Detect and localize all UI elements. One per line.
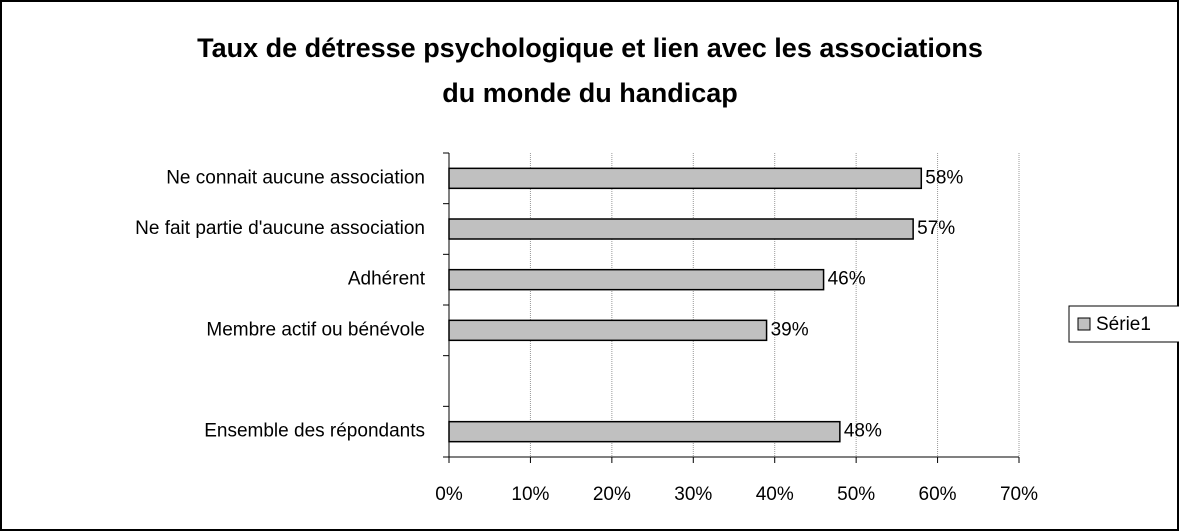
y-tick-label: Adhérent (348, 269, 426, 290)
legend-label: Série1 (1096, 314, 1151, 335)
y-tick-label: Ne fait partie d'aucune association (135, 218, 425, 239)
x-tick-label: 40% (756, 484, 794, 505)
value-label: 46% (828, 269, 866, 290)
x-tick-label: 50% (837, 484, 875, 505)
bar (448, 420, 841, 443)
y-tick-label: Ensemble des répondants (204, 421, 425, 442)
x-tick-label: 30% (674, 484, 712, 505)
bar (448, 218, 914, 240)
value-label: 58% (925, 167, 963, 188)
y-tick-label: Membre actif ou bénévole (206, 319, 425, 340)
x-tick-label: 10% (511, 484, 549, 505)
bar (448, 319, 768, 342)
y-tick-label: Ne connait aucune association (166, 167, 425, 188)
x-tick-label: 70% (1000, 484, 1038, 505)
bar (448, 268, 825, 291)
chart-title: Taux de détresse psychologique et lien a… (197, 33, 983, 63)
x-tick-label: 20% (593, 484, 631, 505)
x-tick-label: 60% (919, 484, 957, 505)
bar (448, 167, 923, 190)
chart-title: du monde du handicap (442, 78, 738, 108)
value-label: 48% (844, 421, 882, 442)
legend-swatch (1077, 317, 1091, 331)
value-label: 39% (771, 319, 809, 340)
x-tick-label: 0% (435, 484, 463, 505)
value-label: 57% (917, 218, 955, 239)
